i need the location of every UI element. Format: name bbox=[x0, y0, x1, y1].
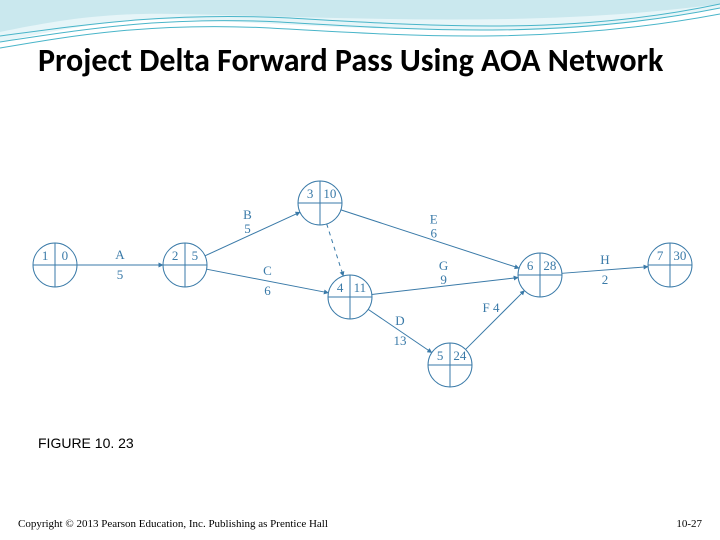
aoa-network-diagram: A5B5C6E6G9D13F 4H21025310411524628730 bbox=[10, 165, 710, 395]
svg-text:5: 5 bbox=[192, 248, 199, 263]
svg-text:B: B bbox=[243, 207, 252, 222]
svg-text:A: A bbox=[115, 247, 125, 262]
svg-text:C: C bbox=[263, 263, 272, 278]
svg-text:2: 2 bbox=[172, 248, 179, 263]
svg-text:7: 7 bbox=[657, 248, 664, 263]
slide-title: Project Delta Forward Pass Using AOA Net… bbox=[38, 42, 663, 80]
svg-text:E: E bbox=[430, 212, 438, 227]
svg-text:30: 30 bbox=[673, 248, 686, 263]
svg-text:5: 5 bbox=[117, 267, 124, 282]
svg-text:0: 0 bbox=[62, 248, 69, 263]
figure-label: FIGURE 10. 23 bbox=[38, 435, 134, 451]
svg-text:5: 5 bbox=[244, 221, 251, 236]
svg-text:3: 3 bbox=[307, 186, 314, 201]
svg-text:D: D bbox=[395, 313, 404, 328]
svg-text:28: 28 bbox=[543, 258, 556, 273]
svg-text:4: 4 bbox=[337, 280, 344, 295]
svg-text:6: 6 bbox=[527, 258, 534, 273]
svg-text:6: 6 bbox=[264, 283, 271, 298]
svg-text:G: G bbox=[439, 258, 448, 273]
svg-text:11: 11 bbox=[354, 280, 367, 295]
svg-text:1: 1 bbox=[42, 248, 49, 263]
copyright-text: Copyright © 2013 Pearson Education, Inc.… bbox=[18, 518, 328, 530]
svg-text:13: 13 bbox=[394, 333, 407, 348]
svg-text:9: 9 bbox=[440, 272, 447, 287]
svg-text:6: 6 bbox=[430, 226, 437, 241]
page-number: 10-27 bbox=[676, 518, 702, 530]
svg-text:24: 24 bbox=[453, 348, 467, 363]
svg-text:2: 2 bbox=[602, 272, 609, 287]
svg-text:F 4: F 4 bbox=[483, 300, 500, 315]
svg-text:10: 10 bbox=[323, 186, 336, 201]
svg-text:H: H bbox=[600, 252, 609, 267]
svg-text:5: 5 bbox=[437, 348, 444, 363]
